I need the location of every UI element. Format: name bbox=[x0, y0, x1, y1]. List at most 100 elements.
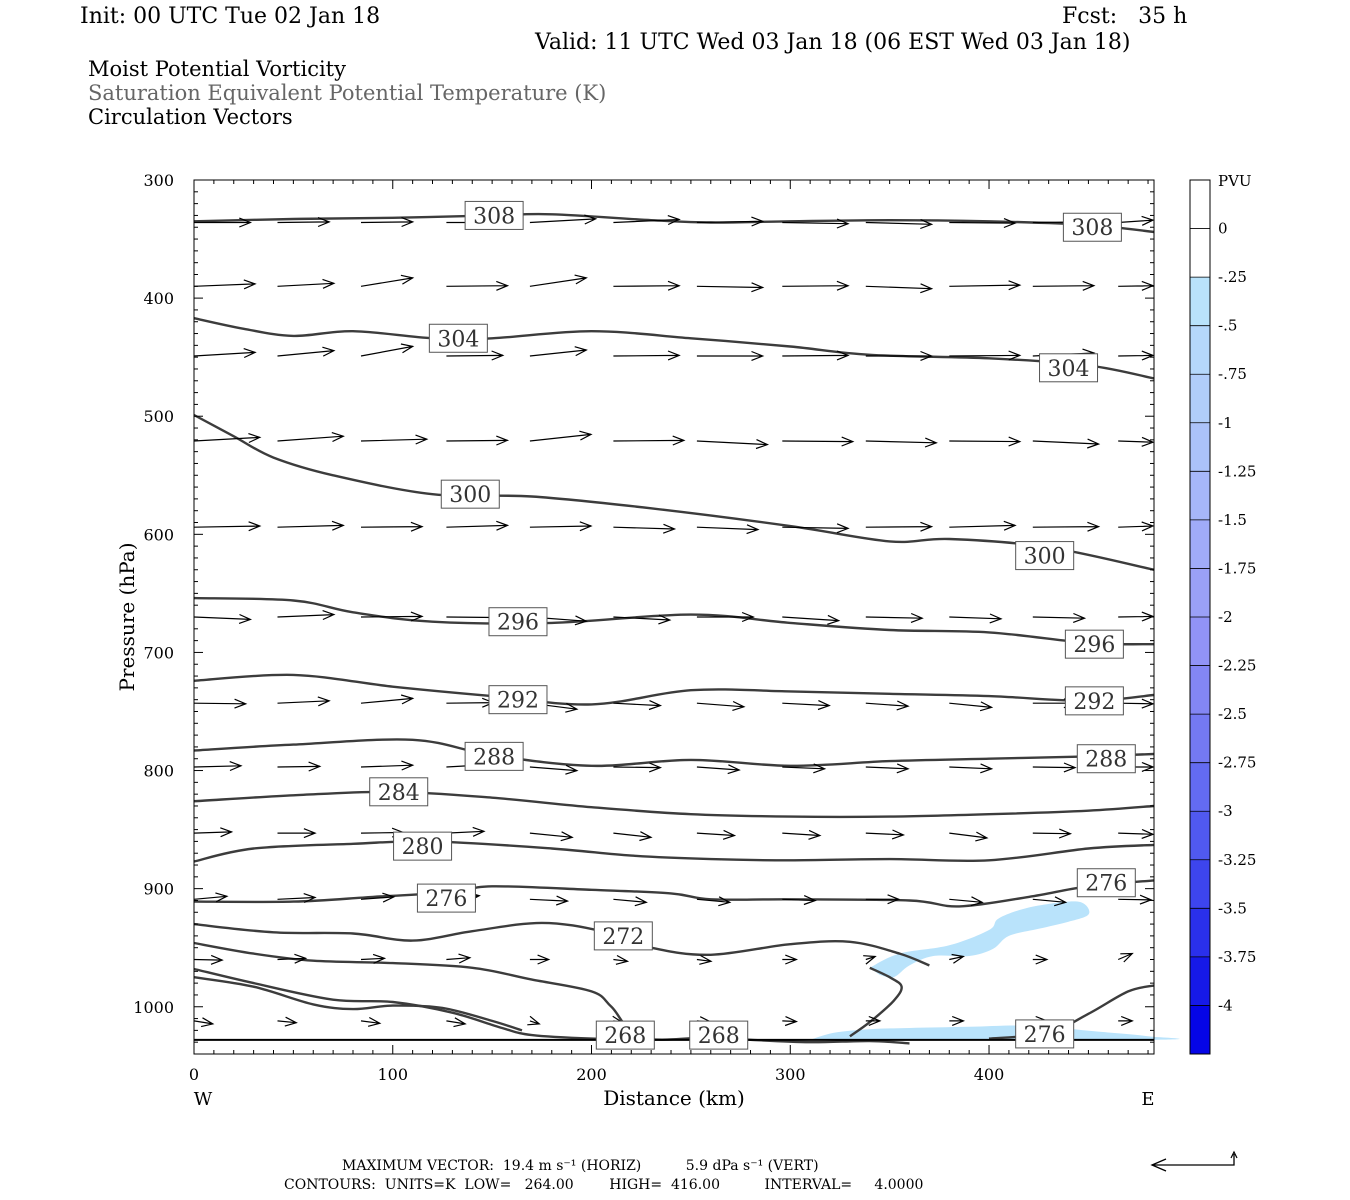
wind-vector bbox=[949, 218, 1017, 229]
wind-vector bbox=[782, 436, 855, 447]
wind-vector bbox=[865, 763, 910, 774]
wind-vector bbox=[446, 350, 505, 361]
wind-vector bbox=[865, 521, 934, 532]
wind-vector bbox=[527, 1015, 541, 1026]
svg-text:308: 308 bbox=[473, 204, 515, 229]
wind-vector bbox=[1118, 828, 1155, 839]
colorbar-swatch bbox=[1190, 228, 1210, 278]
wind-vector bbox=[865, 350, 934, 361]
axes: 300 400 500 600 700 800 900 1000 0 100 200 300 400 bbox=[133, 171, 1154, 1084]
wind-vector bbox=[193, 348, 257, 359]
svg-text:272: 272 bbox=[602, 925, 644, 950]
contour-labels: 308 308 304 304 300 300 296 296 292 292 288 288 284 2… bbox=[369, 200, 1136, 1050]
wind-vector bbox=[696, 829, 737, 840]
isentrope-276-13 bbox=[849, 966, 903, 1038]
wind-vector bbox=[360, 1016, 382, 1027]
wind-vector bbox=[277, 217, 331, 228]
colorbar-swatch bbox=[1190, 519, 1210, 569]
wind-vector bbox=[193, 827, 234, 838]
svg-text:296: 296 bbox=[1073, 633, 1115, 658]
wind-vector bbox=[529, 346, 588, 357]
isentrope-304-1 bbox=[193, 317, 1155, 380]
wind-vector bbox=[277, 278, 336, 289]
wind-vector bbox=[782, 350, 850, 361]
wind-vector bbox=[696, 439, 770, 450]
colorbar-swatch bbox=[1190, 956, 1210, 1006]
svg-text:304: 304 bbox=[1048, 357, 1090, 382]
y-tick-label: 600 bbox=[143, 525, 174, 544]
wind-vector bbox=[949, 831, 989, 842]
wind-vector bbox=[446, 1017, 467, 1028]
colorbar-swatch bbox=[1190, 811, 1210, 861]
wind-vector bbox=[696, 764, 741, 775]
field-title-vectors: Circulation Vectors bbox=[88, 105, 293, 129]
colorbar-swatch bbox=[1190, 568, 1210, 618]
wind-vector bbox=[446, 435, 510, 446]
isentrope-label: 272 bbox=[593, 921, 653, 951]
colorbar-swatch bbox=[1190, 325, 1210, 375]
x-tick-label: 100 bbox=[377, 1065, 408, 1084]
init-time: Init: 00 UTC Tue 02 Jan 18 bbox=[80, 4, 381, 29]
isentrope-label: 288 bbox=[1076, 744, 1136, 774]
wind-vector bbox=[1032, 612, 1087, 623]
colorbar-label: 0 bbox=[1218, 220, 1228, 238]
wind-vector bbox=[782, 614, 841, 625]
wind-vector bbox=[782, 218, 850, 229]
x-end-label-west: W bbox=[194, 1089, 213, 1110]
wind-vector bbox=[949, 350, 1022, 361]
svg-text:284: 284 bbox=[378, 781, 420, 806]
wind-vector bbox=[277, 520, 345, 531]
isentrope-label: 308 bbox=[1062, 212, 1122, 242]
wind-vector bbox=[613, 762, 663, 773]
isentrope-292-4 bbox=[193, 673, 1155, 706]
y-tick-label: 800 bbox=[143, 762, 174, 781]
svg-text:276: 276 bbox=[1085, 872, 1127, 897]
wind-vector bbox=[360, 434, 429, 445]
isentrope-264-11 bbox=[193, 967, 652, 1041]
wind-vector bbox=[360, 217, 415, 228]
isentrope-284-6 bbox=[193, 790, 1155, 819]
wind-vector bbox=[193, 521, 262, 532]
colorbar-swatch bbox=[1190, 714, 1210, 764]
colorbar-title: PVU bbox=[1218, 172, 1252, 190]
wind-vector bbox=[1032, 521, 1101, 532]
wind-vector bbox=[865, 700, 910, 711]
wind-vector bbox=[949, 436, 1022, 447]
colorbar-label: -.5 bbox=[1218, 317, 1237, 335]
wind-vector bbox=[696, 611, 755, 623]
wind-vector bbox=[696, 216, 765, 227]
wind-vector bbox=[696, 350, 765, 361]
wind-vector bbox=[782, 954, 799, 965]
wind-vector bbox=[613, 896, 648, 907]
x-tick-label: 300 bbox=[775, 1065, 806, 1084]
wind-vector bbox=[193, 279, 257, 290]
isentrope-label: 288 bbox=[464, 741, 524, 771]
y-tick-label: 400 bbox=[143, 289, 174, 308]
wind-vector bbox=[782, 763, 827, 774]
colorbar-label: -2.5 bbox=[1218, 705, 1247, 723]
x-end-label-east: E bbox=[1141, 1089, 1154, 1110]
wind-vector bbox=[277, 761, 322, 772]
wind-vector bbox=[529, 954, 551, 965]
wind-vector bbox=[529, 521, 593, 532]
colorbar-swatch bbox=[1190, 1005, 1210, 1055]
wind-vector bbox=[529, 214, 598, 225]
wind-vector bbox=[613, 280, 681, 291]
wind-vector bbox=[1118, 521, 1155, 532]
wind-vector bbox=[446, 697, 496, 708]
y-tick-label: 300 bbox=[143, 171, 174, 190]
isentrope-label: 284 bbox=[369, 777, 429, 807]
x-tick-label: 200 bbox=[576, 1065, 607, 1084]
wind-vector bbox=[782, 700, 831, 711]
wind-vector bbox=[277, 893, 317, 904]
valid-time: Valid: 11 UTC Wed 03 Jan 18 (06 EST Wed … bbox=[535, 30, 1131, 55]
wind-vector bbox=[613, 523, 677, 534]
colorbar-label: -.75 bbox=[1218, 365, 1247, 383]
wind-vector bbox=[613, 614, 672, 625]
svg-text:276: 276 bbox=[1024, 1023, 1066, 1048]
reference-vector bbox=[1150, 1150, 1238, 1172]
wind-vector bbox=[277, 696, 331, 707]
isentrope-label: 276 bbox=[1076, 868, 1136, 898]
isentrope-label: 292 bbox=[1064, 686, 1124, 716]
